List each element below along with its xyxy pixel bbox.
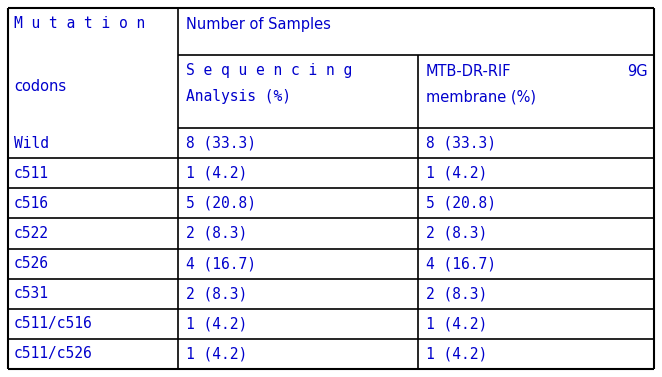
Text: 5 (20.8): 5 (20.8) [186,196,256,211]
Text: 2 (8.3): 2 (8.3) [186,226,247,241]
Text: S e q u e n c i n g: S e q u e n c i n g [186,63,352,78]
Text: c522: c522 [14,226,49,241]
Text: Analysis (%): Analysis (%) [186,89,291,104]
Text: codons: codons [14,79,66,94]
Text: 1 (4.2): 1 (4.2) [186,346,247,362]
Text: 2 (8.3): 2 (8.3) [426,286,487,301]
Text: Wild: Wild [14,136,49,150]
Text: MTB-DR-RIF: MTB-DR-RIF [426,63,512,78]
Text: c511/c526: c511/c526 [14,346,93,362]
Text: M u t a t i o n: M u t a t i o n [14,17,145,32]
Text: c516: c516 [14,196,49,211]
Text: membrane (%): membrane (%) [426,89,536,104]
Text: 1 (4.2): 1 (4.2) [186,316,247,331]
Text: c526: c526 [14,256,49,271]
Text: 8 (33.3): 8 (33.3) [186,136,256,150]
Text: 1 (4.2): 1 (4.2) [186,166,247,181]
Text: 1 (4.2): 1 (4.2) [426,166,487,181]
Text: c531: c531 [14,286,49,301]
Text: 4 (16.7): 4 (16.7) [426,256,496,271]
Text: c511: c511 [14,166,49,181]
Text: 5 (20.8): 5 (20.8) [426,196,496,211]
Text: 9G: 9G [628,63,648,78]
Text: 1 (4.2): 1 (4.2) [426,346,487,362]
Text: 4 (16.7): 4 (16.7) [186,256,256,271]
Text: 2 (8.3): 2 (8.3) [186,286,247,301]
Text: c511/c516: c511/c516 [14,316,93,331]
Text: Number of Samples: Number of Samples [186,17,331,32]
Text: 8 (33.3): 8 (33.3) [426,136,496,150]
Text: 1 (4.2): 1 (4.2) [426,316,487,331]
Text: 2 (8.3): 2 (8.3) [426,226,487,241]
